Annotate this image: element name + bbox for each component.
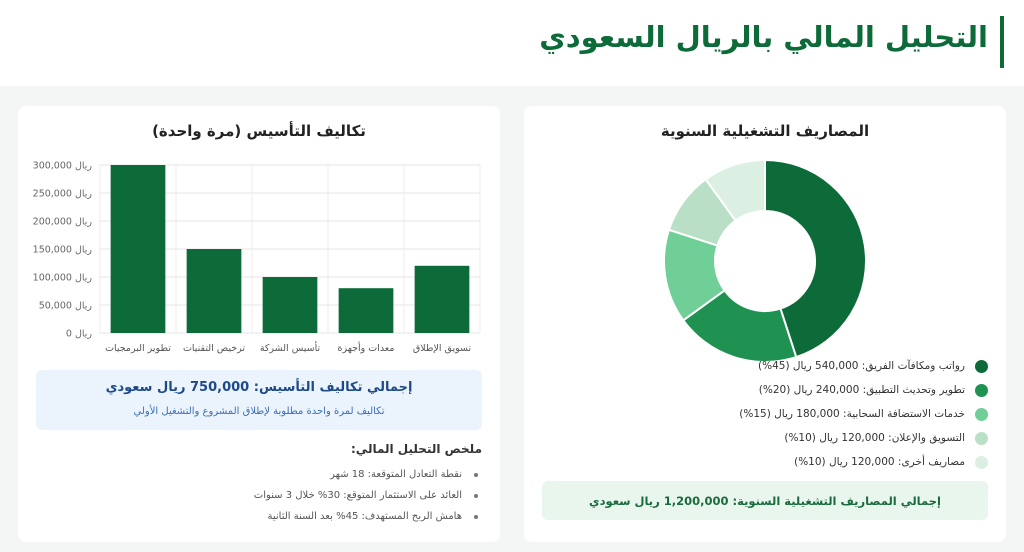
y-tick-label: 300,000 ريال bbox=[33, 161, 93, 172]
y-tick-label: 250,000 ريال bbox=[33, 189, 93, 200]
financial-summary-title: ملخص التحليل المالي: bbox=[351, 442, 482, 456]
y-tick-label: 0 ريال bbox=[66, 329, 93, 340]
donut-slice bbox=[681, 288, 798, 363]
legend-item: رواتب ومكافآت الفريق: 540,000 ريال (45%) bbox=[688, 354, 988, 378]
legend-swatch bbox=[975, 407, 988, 421]
x-tick-label: تسويق الإطلاق bbox=[413, 343, 472, 354]
operating-expenses-total: إجمالي المصاريف التشغيلية السنوية: 1,200… bbox=[542, 481, 988, 520]
setup-costs-card: تكاليف التأسيس (مرة واحدة) 0 ريال 50,000 … bbox=[18, 106, 500, 542]
legend-swatch bbox=[975, 455, 988, 469]
header: التحليل المالي بالريال السعودي bbox=[0, 0, 1024, 86]
setup-costs-total-note: تكاليف لمرة واحدة مطلوبة لإطلاق المشروع … bbox=[133, 406, 385, 417]
legend-item: مصاريف أخرى: 120,000 ريال (10%) bbox=[688, 450, 988, 474]
bar bbox=[186, 249, 242, 333]
bullet-icon bbox=[474, 493, 478, 498]
operating-expenses-title: المصاريف التشغيلية السنوية bbox=[660, 122, 870, 140]
setup-costs-total: إجمالي تكاليف التأسيس: 750,000 ريال سعود… bbox=[105, 380, 413, 395]
setup-costs-title: تكاليف التأسيس (مرة واحدة) bbox=[152, 122, 366, 140]
y-tick-label: 150,000 ريال bbox=[33, 245, 93, 256]
y-tick-label: 200,000 ريال bbox=[33, 217, 93, 228]
legend-swatch bbox=[975, 359, 988, 373]
x-tick-label: معدات وأجهزة bbox=[338, 341, 395, 354]
legend-label: تطوير وتحديث التطبيق: 240,000 ريال (20%) bbox=[758, 384, 965, 396]
summary-item: نقطة التعادل المتوقعة: 18 شهر bbox=[182, 464, 482, 485]
legend-item: خدمات الاستضافة السحابية: 180,000 ريال (… bbox=[688, 402, 988, 426]
bar bbox=[338, 288, 394, 333]
legend-label: رواتب ومكافآت الفريق: 540,000 ريال (45%) bbox=[757, 360, 965, 372]
financial-summary-list: نقطة التعادل المتوقعة: 18 شهر العائد على… bbox=[182, 464, 482, 527]
legend-item: التسويق والإعلان: 120,000 ريال (10%) bbox=[688, 426, 988, 450]
donut-legend: رواتب ومكافآت الفريق: 540,000 ريال (45%)… bbox=[688, 354, 988, 474]
setup-costs-total-box: إجمالي تكاليف التأسيس: 750,000 ريال سعود… bbox=[36, 370, 482, 430]
operating-expenses-donut-chart bbox=[663, 158, 867, 363]
bullet-icon bbox=[474, 472, 478, 477]
donut-slice bbox=[764, 158, 867, 359]
bar bbox=[262, 277, 318, 333]
legend-item: تطوير وتحديث التطبيق: 240,000 ريال (20%) bbox=[688, 378, 988, 402]
summary-item: هامش الربح المستهدف: 45% بعد السنة الثان… bbox=[182, 506, 482, 527]
setup-costs-bar-chart: 0 ريال 50,000 ريال 100,000 ريال 150,000 ريا… bbox=[33, 161, 481, 354]
summary-item: العائد على الاستثمار المتوقع: 30% خلال 3… bbox=[182, 485, 482, 506]
bullet-icon bbox=[474, 514, 478, 519]
bar bbox=[414, 265, 470, 333]
page-title: التحليل المالي بالريال السعودي bbox=[539, 20, 988, 54]
title-accent-bar bbox=[1000, 16, 1004, 68]
y-tick-label: 50,000 ريال bbox=[39, 301, 93, 312]
bar bbox=[110, 165, 166, 333]
legend-swatch bbox=[975, 383, 988, 397]
donut-slice bbox=[704, 158, 766, 222]
legend-label: مصاريف أخرى: 120,000 ريال (10%) bbox=[794, 456, 965, 468]
x-tick-label: ترخيص التقنيات bbox=[183, 343, 245, 354]
x-tick-label: تأسيس الشركة bbox=[260, 341, 321, 354]
legend-label: خدمات الاستضافة السحابية: 180,000 ريال (… bbox=[739, 408, 965, 420]
legend-swatch bbox=[975, 431, 988, 445]
legend-label: التسويق والإعلان: 120,000 ريال (10%) bbox=[784, 432, 965, 444]
y-tick-label: 100,000 ريال bbox=[33, 273, 93, 284]
x-tick-label: تطوير البرمجيات bbox=[105, 343, 171, 354]
operating-expenses-card: المصاريف التشغيلية السنوية رواتب ومكافآت… bbox=[524, 106, 1006, 542]
